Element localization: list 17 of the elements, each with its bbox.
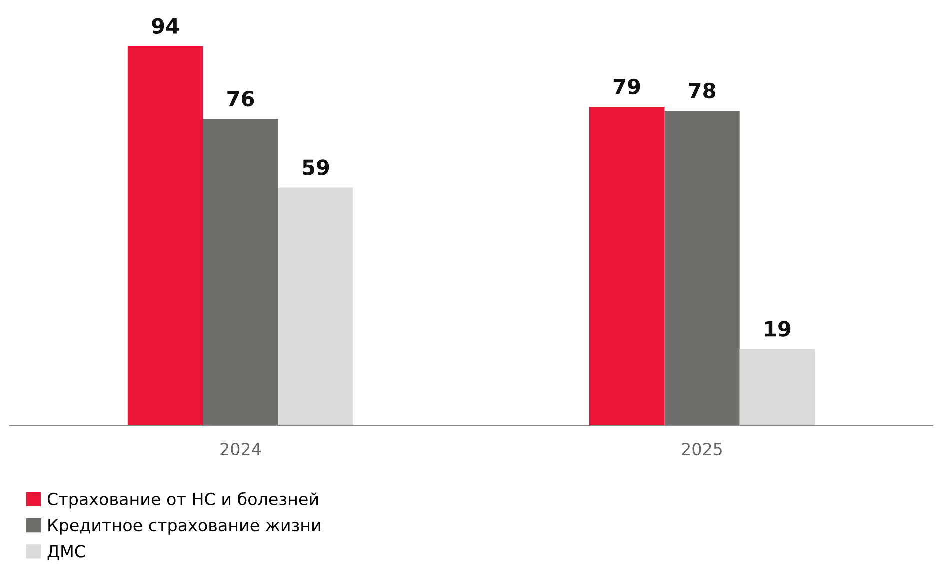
x-tick-label: 2025 [682,442,722,456]
data-label: 19 [765,321,791,337]
data-label: 78 [689,82,716,99]
bar [203,119,278,426]
bar [664,110,740,426]
data-label: 79 [614,78,640,95]
data-label: 76 [228,90,254,107]
bar [278,188,354,426]
bar [740,349,816,426]
bar [589,106,665,426]
x-tick-label: 2024 [220,442,262,456]
data-label: 94 [152,18,180,34]
legend-label: ДМС [48,545,86,560]
data-label: 59 [303,160,330,176]
bar [128,46,204,426]
legend-label: Страхование от НС и болезней [48,492,318,509]
legend-label: Кредитное страхование жизни [48,519,320,535]
